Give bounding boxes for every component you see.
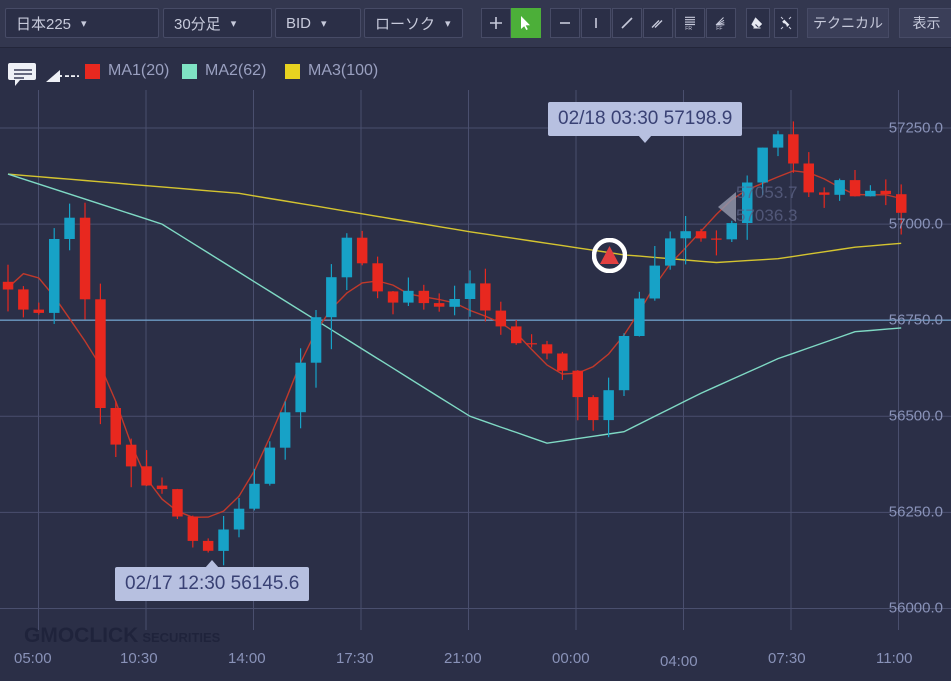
svg-text:FF: FF [716,26,722,31]
svg-text:FR: FR [685,26,692,31]
